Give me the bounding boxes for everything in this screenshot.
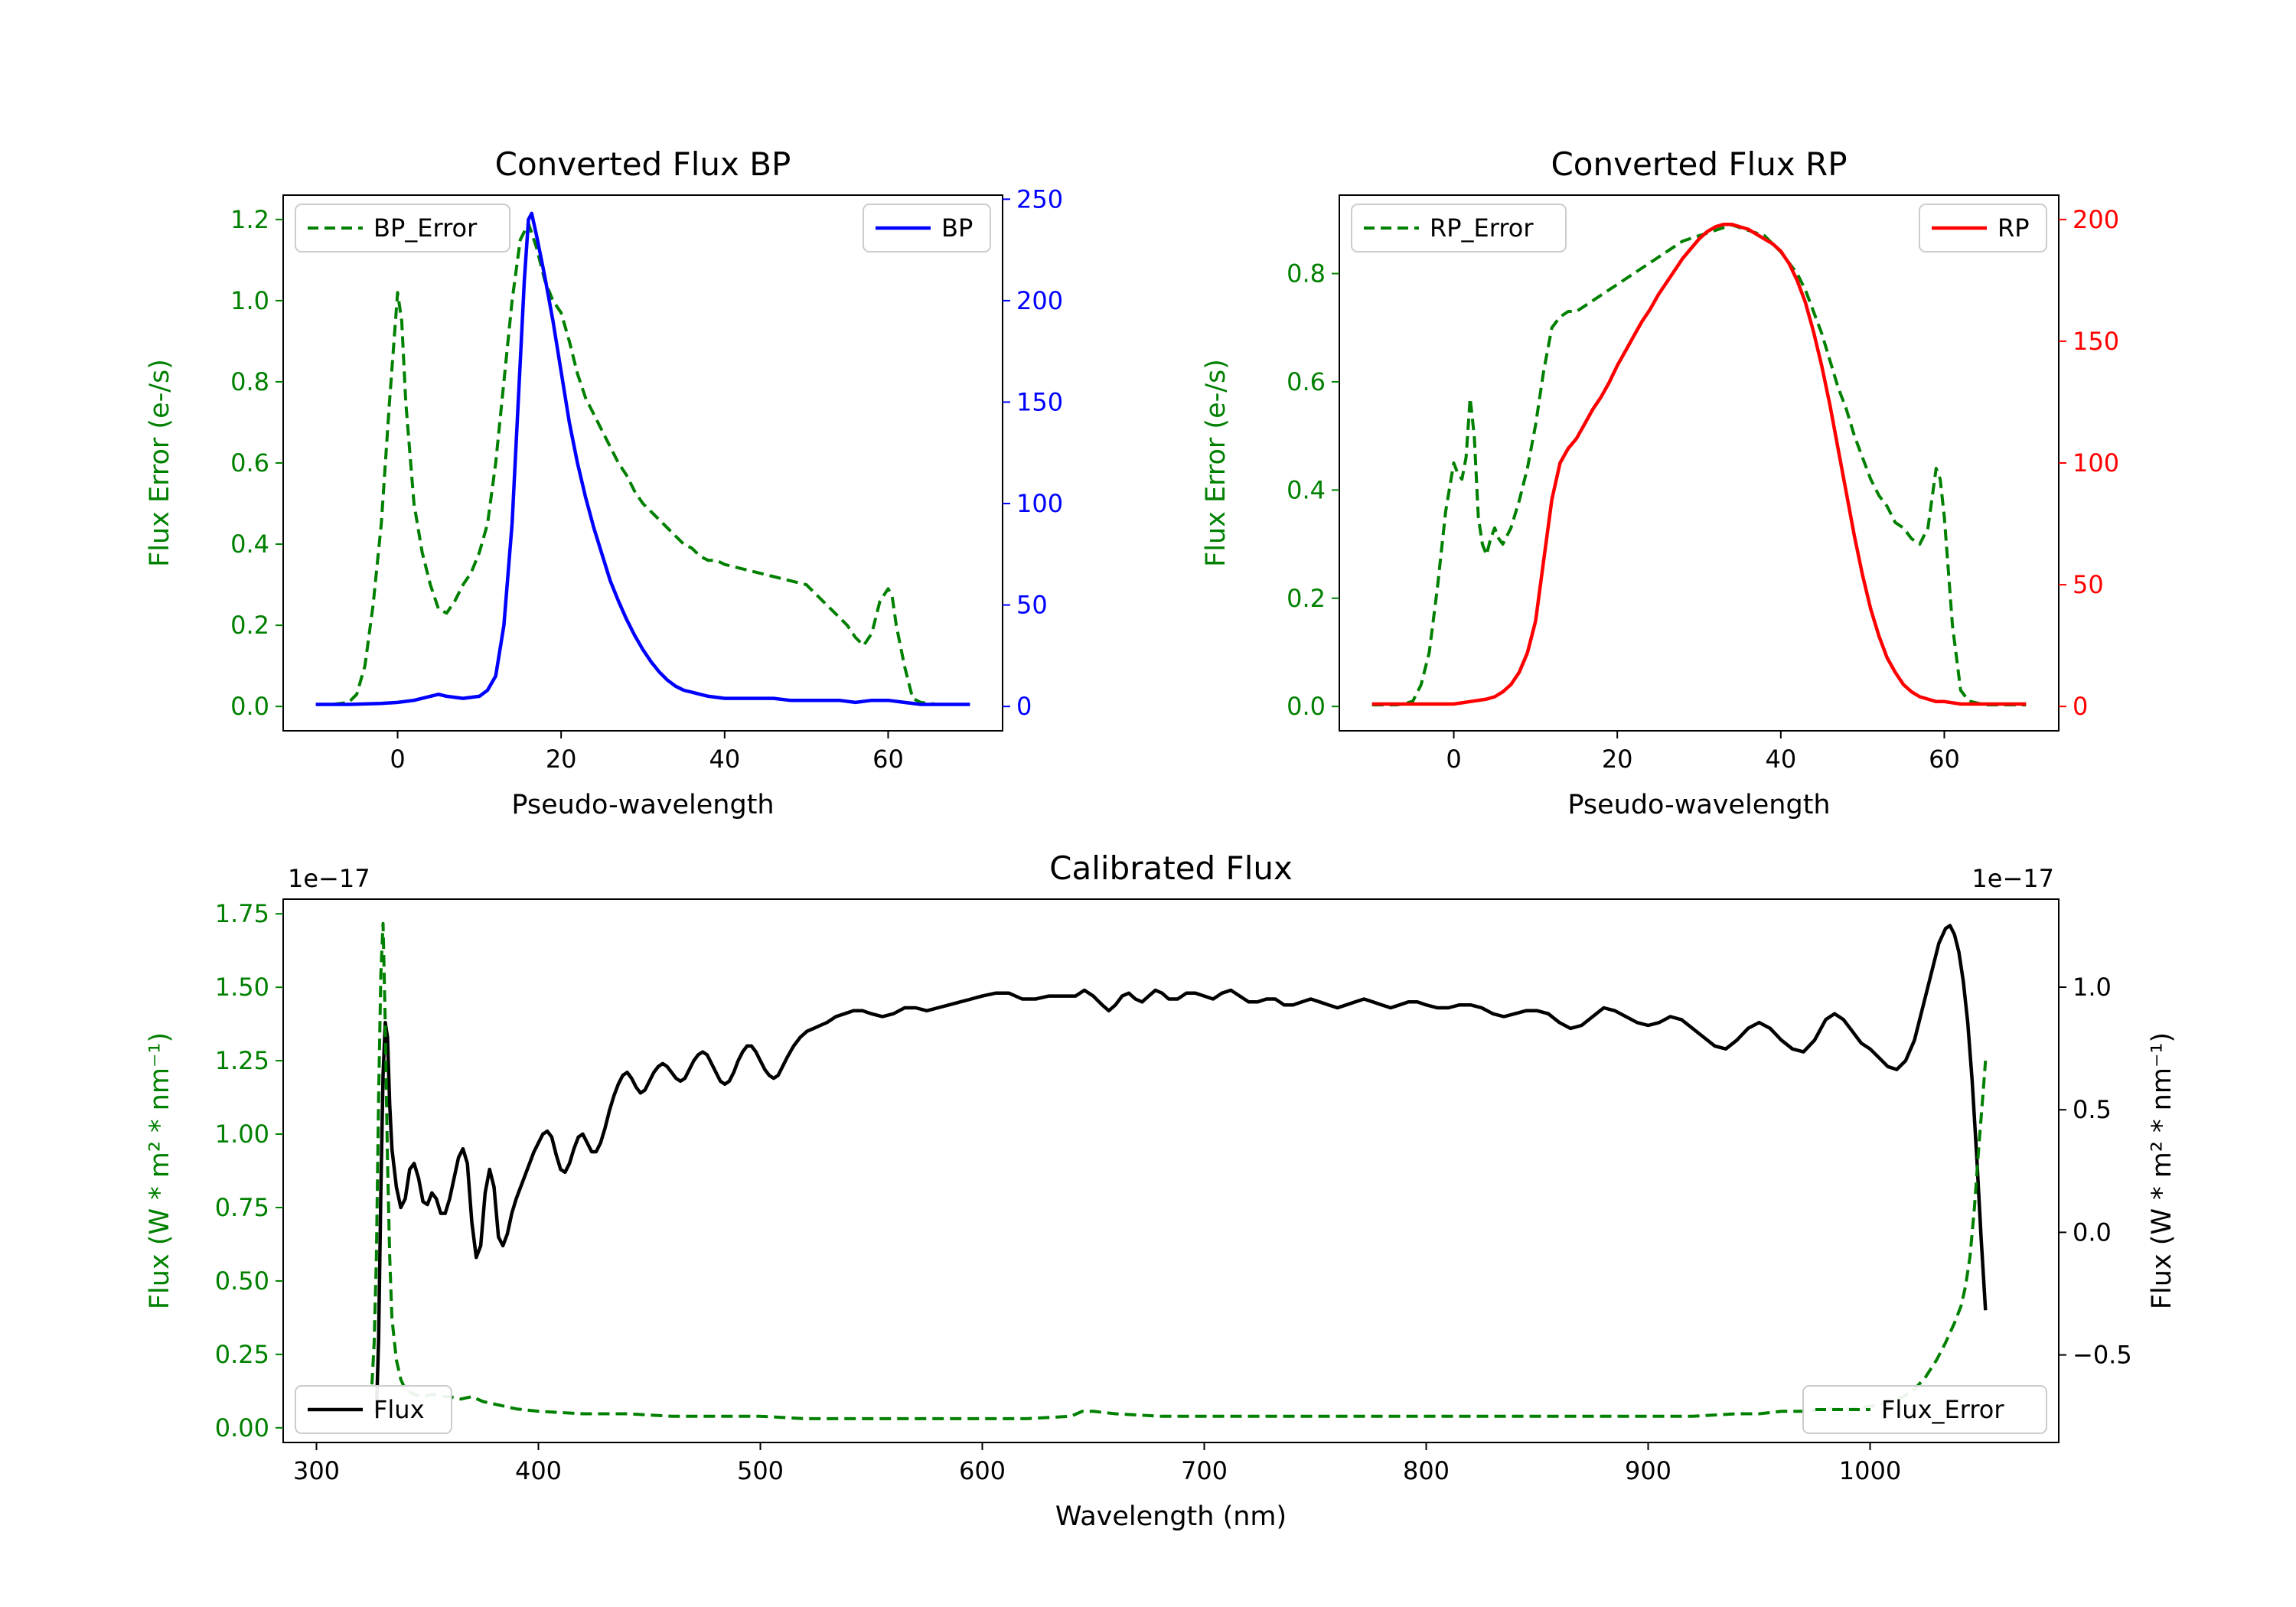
legend-label: Flux — [373, 1395, 425, 1424]
legend-label: RP — [1998, 214, 2030, 243]
left-tick-label: 0.75 — [215, 1193, 269, 1222]
right-tick-label: 50 — [2073, 570, 2104, 599]
right-tick-label: 1.0 — [2073, 973, 2112, 1002]
right-axis: 050100150200250Flux (e-/s) — [1003, 184, 1063, 721]
left-tick-label: 0.0 — [230, 692, 269, 721]
legend-label: BP_Error — [373, 214, 478, 243]
series-RP_Error — [1371, 223, 2027, 707]
x-axis: 0 20 40 60 Pseudo-wavelength — [1446, 731, 1960, 820]
left-tick-label: 0.00 — [215, 1413, 269, 1442]
chart-calibrated-flux: 300 400 500 600 700 800 900 1000 Wavelength (nm)… — [145, 849, 2177, 1532]
right-tick-label: 250 — [1016, 184, 1063, 214]
left-tick-label: 0.8 — [230, 367, 269, 396]
left-axis-label: Flux Error (e-/s) — [145, 359, 175, 567]
right-tick-label: 150 — [1016, 387, 1063, 416]
left-axis: 0.00 0.25 0.50 0.75 1.00 1.25 1.50 1.75 Flux (W … — [145, 864, 370, 1442]
right-axis: −0.5 0.0 0.5 1.0 Flux (W * m² * nm⁻¹) 1e−17 — [1971, 864, 2177, 1370]
right-tick-label: 0 — [1016, 692, 1032, 721]
left-axis: 0.0 0.2 0.4 0.6 0.8 Flux Error (e-/s) — [1201, 259, 1339, 721]
right-tick-label: 100 — [1016, 489, 1063, 518]
right-tick-label: 150 — [2073, 327, 2119, 356]
left-tick-label: 0.6 — [230, 448, 269, 478]
left-tick-label: 0.4 — [230, 530, 269, 559]
left-tick-label: 0.2 — [230, 611, 269, 640]
chart-converted-flux-bp: 0 20 40 60 Pseudo-wavelength 0.0 0.2 0.4 0.6 0.8 1… — [145, 145, 1063, 820]
legend-RP_Error: RP_Error — [1351, 204, 1567, 253]
right-axis-label: Flux (W * m² * nm⁻¹) — [2147, 1032, 2177, 1309]
x-tick-label: 60 — [872, 745, 904, 774]
x-tick-label: 20 — [1602, 745, 1633, 774]
x-axis: 0 20 40 60 Pseudo-wavelength — [390, 731, 904, 820]
x-axis: 300 400 500 600 700 800 900 1000 Wavelength (nm) — [293, 1442, 1901, 1532]
axes-spines — [282, 898, 2060, 1443]
left-axis-label: Flux Error (e-/s) — [1201, 359, 1231, 567]
x-tick-label: 800 — [1403, 1456, 1450, 1485]
x-tick-label: 600 — [959, 1456, 1006, 1485]
chart-converted-flux-rp: 0 20 40 60 Pseudo-wavelength 0.0 0.2 0.4 0.6 0.8 F… — [1201, 145, 2119, 820]
right-tick-label: 0.0 — [2073, 1217, 2112, 1247]
chart-title: Calibrated Flux — [1049, 849, 1293, 887]
right-tick-label: −0.5 — [2073, 1341, 2132, 1370]
left-tick-label: 0.25 — [215, 1340, 269, 1369]
left-tick-label: 0.6 — [1287, 367, 1326, 396]
right-tick-label: 50 — [1016, 591, 1048, 620]
legend-Flux: Flux — [295, 1385, 452, 1434]
legend-BP: BP — [863, 204, 991, 253]
left-tick-label: 1.2 — [230, 205, 269, 234]
left-axis-label: Flux (W * m² * nm⁻¹) — [145, 1032, 175, 1309]
series-BP_Error — [315, 222, 970, 706]
x-axis-label: Pseudo-wavelength — [1567, 790, 1830, 820]
x-tick-label: 40 — [709, 745, 740, 774]
x-tick-label: 900 — [1625, 1456, 1671, 1485]
left-tick-label: 0.2 — [1287, 584, 1326, 613]
axes-spines — [1339, 194, 2060, 732]
legend-label: RP_Error — [1430, 214, 1534, 243]
x-tick-label: 0 — [390, 745, 405, 774]
right-tick-label: 100 — [2073, 448, 2119, 478]
chart-title: Converted Flux RP — [1551, 145, 1847, 183]
x-tick-label: 0 — [1446, 745, 1461, 774]
series-BP — [315, 211, 970, 706]
x-axis-label: Pseudo-wavelength — [511, 790, 774, 820]
left-tick-label: 1.75 — [215, 899, 269, 928]
legend-RP: RP — [1919, 204, 2047, 253]
right-offset-text: 1e−17 — [1971, 864, 2054, 893]
x-tick-label: 40 — [1765, 745, 1796, 774]
x-tick-label: 500 — [737, 1456, 784, 1485]
left-tick-label: 0.50 — [215, 1266, 269, 1296]
right-tick-label: 200 — [2073, 205, 2119, 234]
left-offset-text: 1e−17 — [288, 864, 370, 893]
x-tick-label: 20 — [546, 745, 577, 774]
left-tick-label: 1.50 — [215, 973, 269, 1002]
x-tick-label: 300 — [293, 1456, 340, 1485]
left-tick-label: 0.4 — [1287, 475, 1326, 504]
right-tick-label: 200 — [1016, 286, 1063, 315]
legend-label: BP — [941, 214, 973, 243]
x-axis-label: Wavelength (nm) — [1055, 1501, 1287, 1532]
legend-Flux_Error: Flux_Error — [1802, 1385, 2047, 1434]
x-tick-label: 1000 — [1839, 1456, 1901, 1485]
chart-title: Converted Flux BP — [495, 145, 791, 183]
right-tick-label: 0.5 — [2073, 1095, 2112, 1124]
left-tick-label: 1.0 — [230, 286, 269, 315]
series-Flux — [374, 924, 1988, 1413]
x-tick-label: 700 — [1181, 1456, 1228, 1485]
plot-area — [1371, 222, 2027, 707]
left-tick-label: 0.0 — [1287, 692, 1326, 721]
legend-BP_Error: BP_Error — [295, 204, 510, 253]
right-axis: 050100150200Flux (e-/s) — [2059, 205, 2119, 721]
left-tick-label: 1.25 — [215, 1046, 269, 1075]
series-RP — [1371, 222, 2027, 706]
left-tick-label: 1.00 — [215, 1120, 269, 1149]
x-tick-label: 400 — [515, 1456, 562, 1485]
left-axis: 0.0 0.2 0.4 0.6 0.8 1.0 1.2 Flux Error (e-/s) — [145, 205, 283, 721]
plot-area — [315, 211, 970, 706]
x-tick-label: 60 — [1929, 745, 1960, 774]
left-tick-label: 0.8 — [1287, 259, 1326, 288]
plot-area — [370, 921, 1988, 1420]
legend-label: Flux_Error — [1881, 1395, 2004, 1424]
right-tick-label: 0 — [2073, 692, 2088, 721]
